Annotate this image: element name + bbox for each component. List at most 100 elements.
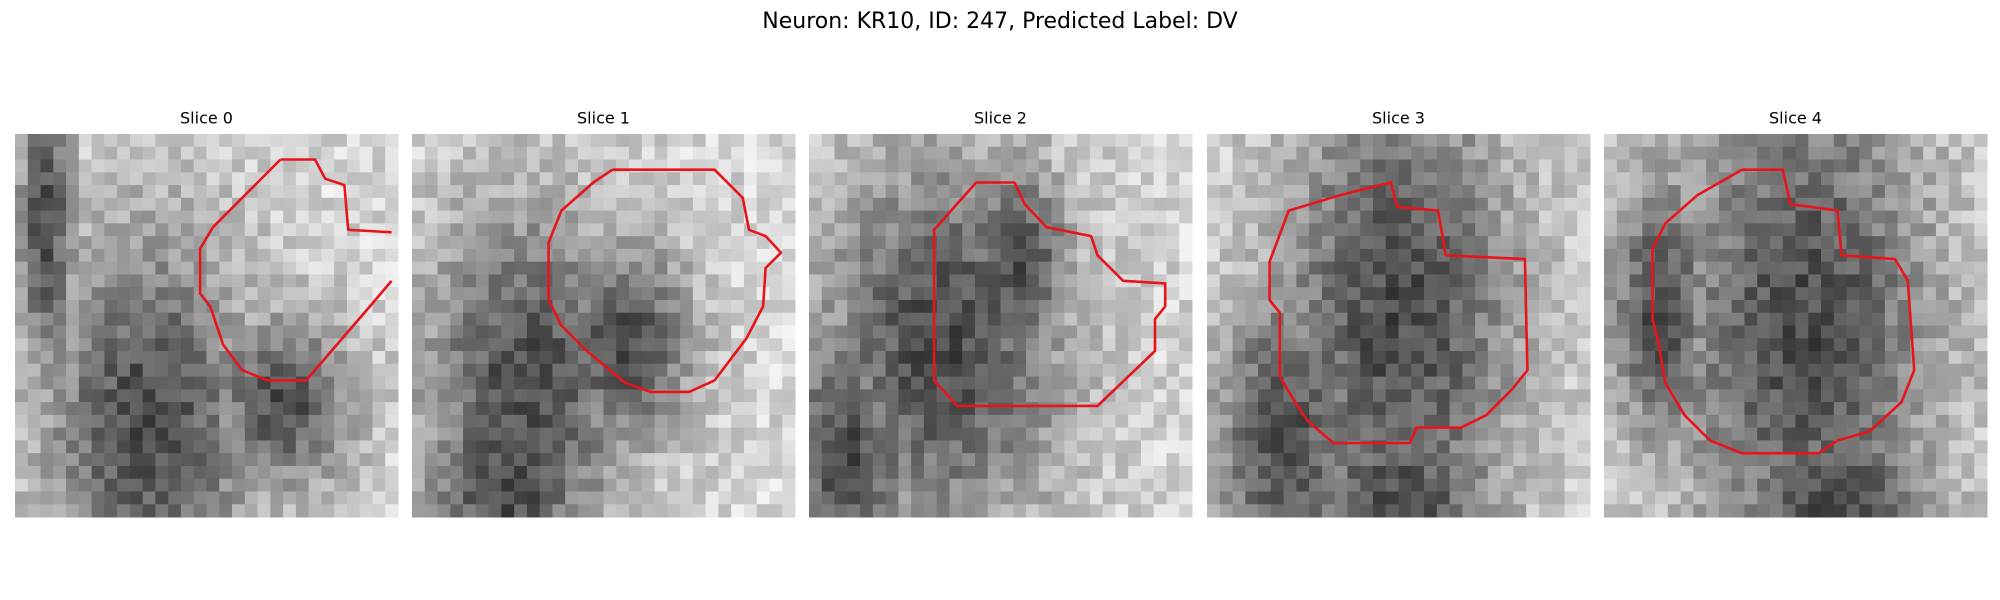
pixel	[731, 172, 745, 186]
pixel	[295, 134, 310, 148]
pixel	[718, 402, 732, 416]
pixel	[565, 185, 579, 199]
pixel	[437, 338, 451, 352]
pixel	[1808, 248, 1822, 263]
pixel	[885, 478, 899, 492]
pixel	[718, 274, 732, 288]
pixel	[40, 299, 54, 314]
pixel	[359, 427, 373, 441]
pixel	[1948, 236, 1962, 250]
pixel	[219, 312, 233, 326]
pixel	[731, 159, 745, 173]
pixel	[1258, 363, 1272, 378]
pixel	[616, 261, 630, 275]
pixel	[974, 261, 989, 275]
pixel	[1258, 185, 1272, 199]
pixel	[1449, 414, 1463, 429]
pixel	[1385, 236, 1399, 250]
pixel	[1013, 261, 1027, 275]
pixel	[769, 261, 783, 275]
pixel	[1935, 351, 1950, 365]
pixel	[1513, 274, 1527, 288]
pixel	[680, 427, 694, 441]
pixel	[1642, 389, 1656, 403]
pixel	[565, 287, 579, 301]
pixel	[1207, 197, 1221, 212]
pixel	[488, 465, 502, 480]
pixel	[769, 146, 783, 161]
pixel	[1961, 287, 1975, 301]
pixel	[1910, 325, 1924, 339]
pixel	[1577, 248, 1591, 263]
pixel	[1013, 248, 1027, 263]
pixel	[834, 172, 848, 186]
pixel	[91, 261, 105, 275]
pixel	[1910, 478, 1924, 492]
pixel	[193, 402, 207, 416]
pixel	[1270, 159, 1285, 173]
pixel	[1179, 261, 1193, 275]
pixel	[1179, 363, 1193, 378]
pixel	[1718, 159, 1733, 173]
pixel	[1923, 248, 1937, 263]
pixel	[1538, 491, 1553, 505]
pixel	[834, 197, 848, 212]
pixel	[257, 299, 271, 314]
pixel	[1500, 325, 1514, 339]
pixel	[1411, 223, 1425, 237]
pixel	[1321, 351, 1336, 365]
pixel	[514, 274, 528, 288]
pixel	[295, 363, 310, 378]
pixel	[346, 351, 361, 365]
pixel	[385, 197, 399, 212]
pixel	[1808, 504, 1822, 518]
pixel	[1564, 440, 1578, 454]
pixel	[1538, 299, 1553, 314]
pixel	[1179, 414, 1193, 429]
pixel	[450, 185, 464, 199]
pixel	[1166, 287, 1180, 301]
pixel	[463, 427, 477, 441]
pixel	[834, 376, 848, 390]
pixel	[104, 274, 118, 288]
pixel	[1475, 363, 1489, 378]
pixel	[1808, 146, 1822, 161]
pixel	[1089, 453, 1104, 467]
pixel	[1166, 236, 1180, 250]
pixel	[1782, 504, 1796, 518]
pixel	[1115, 453, 1129, 467]
pixel	[1795, 376, 1809, 390]
pixel	[66, 325, 80, 339]
pixel	[117, 274, 131, 288]
pixel	[232, 185, 246, 199]
pixel	[155, 478, 169, 492]
pixel	[1153, 325, 1167, 339]
pixel	[1551, 248, 1565, 263]
pixel	[974, 453, 989, 467]
pixel	[232, 440, 246, 454]
pixel	[283, 312, 297, 326]
pixel	[1026, 172, 1040, 186]
pixel	[756, 210, 770, 224]
pixel	[1360, 325, 1374, 339]
pixel	[1948, 504, 1962, 518]
pixel	[1604, 287, 1618, 301]
pixel	[1961, 185, 1975, 199]
pixel	[1153, 363, 1167, 378]
pixel	[1245, 299, 1259, 314]
pixel	[1629, 287, 1643, 301]
pixel	[1757, 248, 1771, 263]
pixel	[1706, 478, 1720, 492]
pixel	[1616, 312, 1631, 326]
pixel	[295, 223, 310, 237]
pixel	[1655, 159, 1669, 173]
pixel	[641, 172, 656, 186]
pixel	[168, 351, 182, 365]
pixel	[219, 299, 233, 314]
pixel	[898, 453, 912, 467]
pixel	[1910, 274, 1924, 288]
pixel	[1795, 465, 1809, 480]
pixel	[1026, 440, 1040, 454]
pixel	[1551, 197, 1565, 212]
pixel	[936, 159, 950, 173]
